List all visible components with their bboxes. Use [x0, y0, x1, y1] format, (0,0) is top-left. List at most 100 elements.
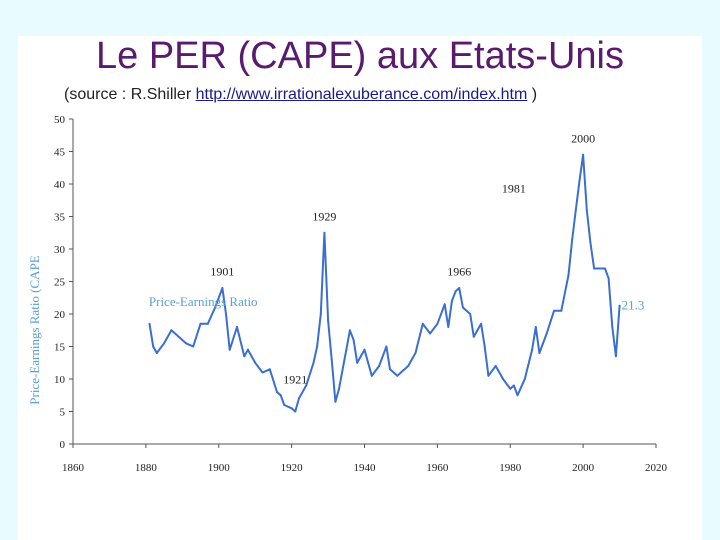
series-point [494, 365, 497, 367]
y-tick-label: 20 [54, 309, 66, 321]
page-title: Le PER (CAPE) aux Etats-Unis [96, 35, 624, 77]
series-point [618, 304, 621, 307]
x-tick-label: 1940 [354, 462, 377, 474]
y-tick-label: 40 [54, 179, 66, 191]
series-point [593, 267, 596, 270]
x-tick-label: 2000 [572, 462, 595, 474]
series-point [192, 345, 195, 348]
chart-axes [72, 119, 656, 445]
series-point [261, 371, 264, 374]
x-tick-label: 1980 [499, 462, 522, 474]
y-tick-label: 35 [54, 212, 66, 224]
series-point [407, 365, 410, 367]
series-point [370, 374, 373, 377]
series-point [480, 322, 483, 325]
series-point [574, 209, 577, 211]
series-point [389, 368, 391, 371]
series-point [469, 313, 472, 315]
series-point [421, 322, 424, 325]
chart-ticks: 0 5 10 15 20 25 30 35 40 45 50 1860 1880 1900 1920 1940… [54, 114, 668, 474]
series-point [396, 374, 399, 377]
series-point [447, 326, 450, 328]
series-point [163, 342, 166, 345]
series-point [545, 332, 548, 335]
series-point [330, 358, 333, 361]
series-point [589, 241, 592, 244]
series-point [345, 348, 348, 351]
series-point [512, 384, 515, 387]
series-point [276, 391, 278, 393]
series-point [534, 326, 537, 328]
y-axis-label: Price-Earnings Ratio (CAPE [27, 255, 42, 405]
series-point [268, 368, 271, 371]
series-point [279, 394, 282, 397]
series-point [356, 361, 359, 364]
series-point [454, 290, 457, 293]
series-point [578, 179, 581, 182]
y-tick-label: 30 [54, 244, 66, 256]
series-point [338, 387, 340, 390]
x-tick-label: 1960 [426, 462, 449, 474]
series-point [443, 303, 446, 306]
series-point [509, 387, 512, 390]
y-tick-label: 5 [60, 407, 66, 419]
series-point [429, 332, 432, 335]
series-point [436, 322, 439, 325]
series-point [243, 355, 246, 358]
series-point [352, 339, 355, 341]
series-point [236, 326, 238, 328]
series-point [312, 361, 315, 364]
series-point [327, 319, 330, 322]
y-tick-label: 10 [54, 374, 66, 386]
series-point [152, 345, 155, 348]
series-point [206, 322, 209, 325]
series-point [483, 345, 486, 348]
series-point [385, 345, 388, 348]
series-point [155, 352, 158, 354]
series-point [414, 352, 417, 354]
series-point [305, 384, 308, 387]
chart-series [148, 153, 621, 413]
series-point [225, 313, 227, 315]
series-point [363, 348, 366, 351]
series-point [399, 371, 402, 374]
series-point [297, 397, 300, 400]
y-tick-label: 15 [54, 342, 66, 354]
series-point [450, 300, 453, 302]
annotation-label: 1981 [502, 182, 526, 196]
subtitle-suffix: ) [527, 86, 538, 103]
y-tick-label: 25 [54, 277, 66, 289]
annotation-label: 2000 [571, 131, 595, 145]
y-tick-label: 50 [54, 114, 66, 126]
series-point [185, 342, 187, 345]
series-point [461, 306, 464, 309]
series-point [531, 348, 534, 351]
series-point [214, 306, 217, 309]
x-tick-label: 1920 [281, 462, 304, 474]
series-point [502, 378, 504, 380]
series-point [538, 352, 541, 354]
series-point [170, 329, 173, 332]
series-point [487, 374, 490, 377]
series-point [571, 238, 574, 241]
series-point [221, 287, 224, 289]
series-point [523, 378, 526, 380]
series-point [607, 277, 610, 280]
source-link[interactable]: http://www.irrationalexuberance.com/inde… [195, 86, 528, 103]
annotation-label: Price-Earnings Ratio [149, 294, 258, 309]
series-point [177, 335, 180, 338]
x-tick-label: 1900 [208, 462, 231, 474]
series-point [323, 231, 326, 234]
y-tick-label: 0 [60, 439, 66, 451]
series-point [472, 335, 475, 338]
x-tick-label: 2020 [645, 462, 668, 474]
series-point [567, 274, 570, 276]
annotation-label: 1901 [210, 265, 234, 279]
series-point [254, 361, 257, 364]
annotation-label: 21.3 [622, 298, 645, 313]
series-point [246, 348, 249, 351]
series-point [199, 322, 202, 325]
series-point [582, 153, 585, 156]
annotation-label: 1929 [312, 209, 336, 223]
